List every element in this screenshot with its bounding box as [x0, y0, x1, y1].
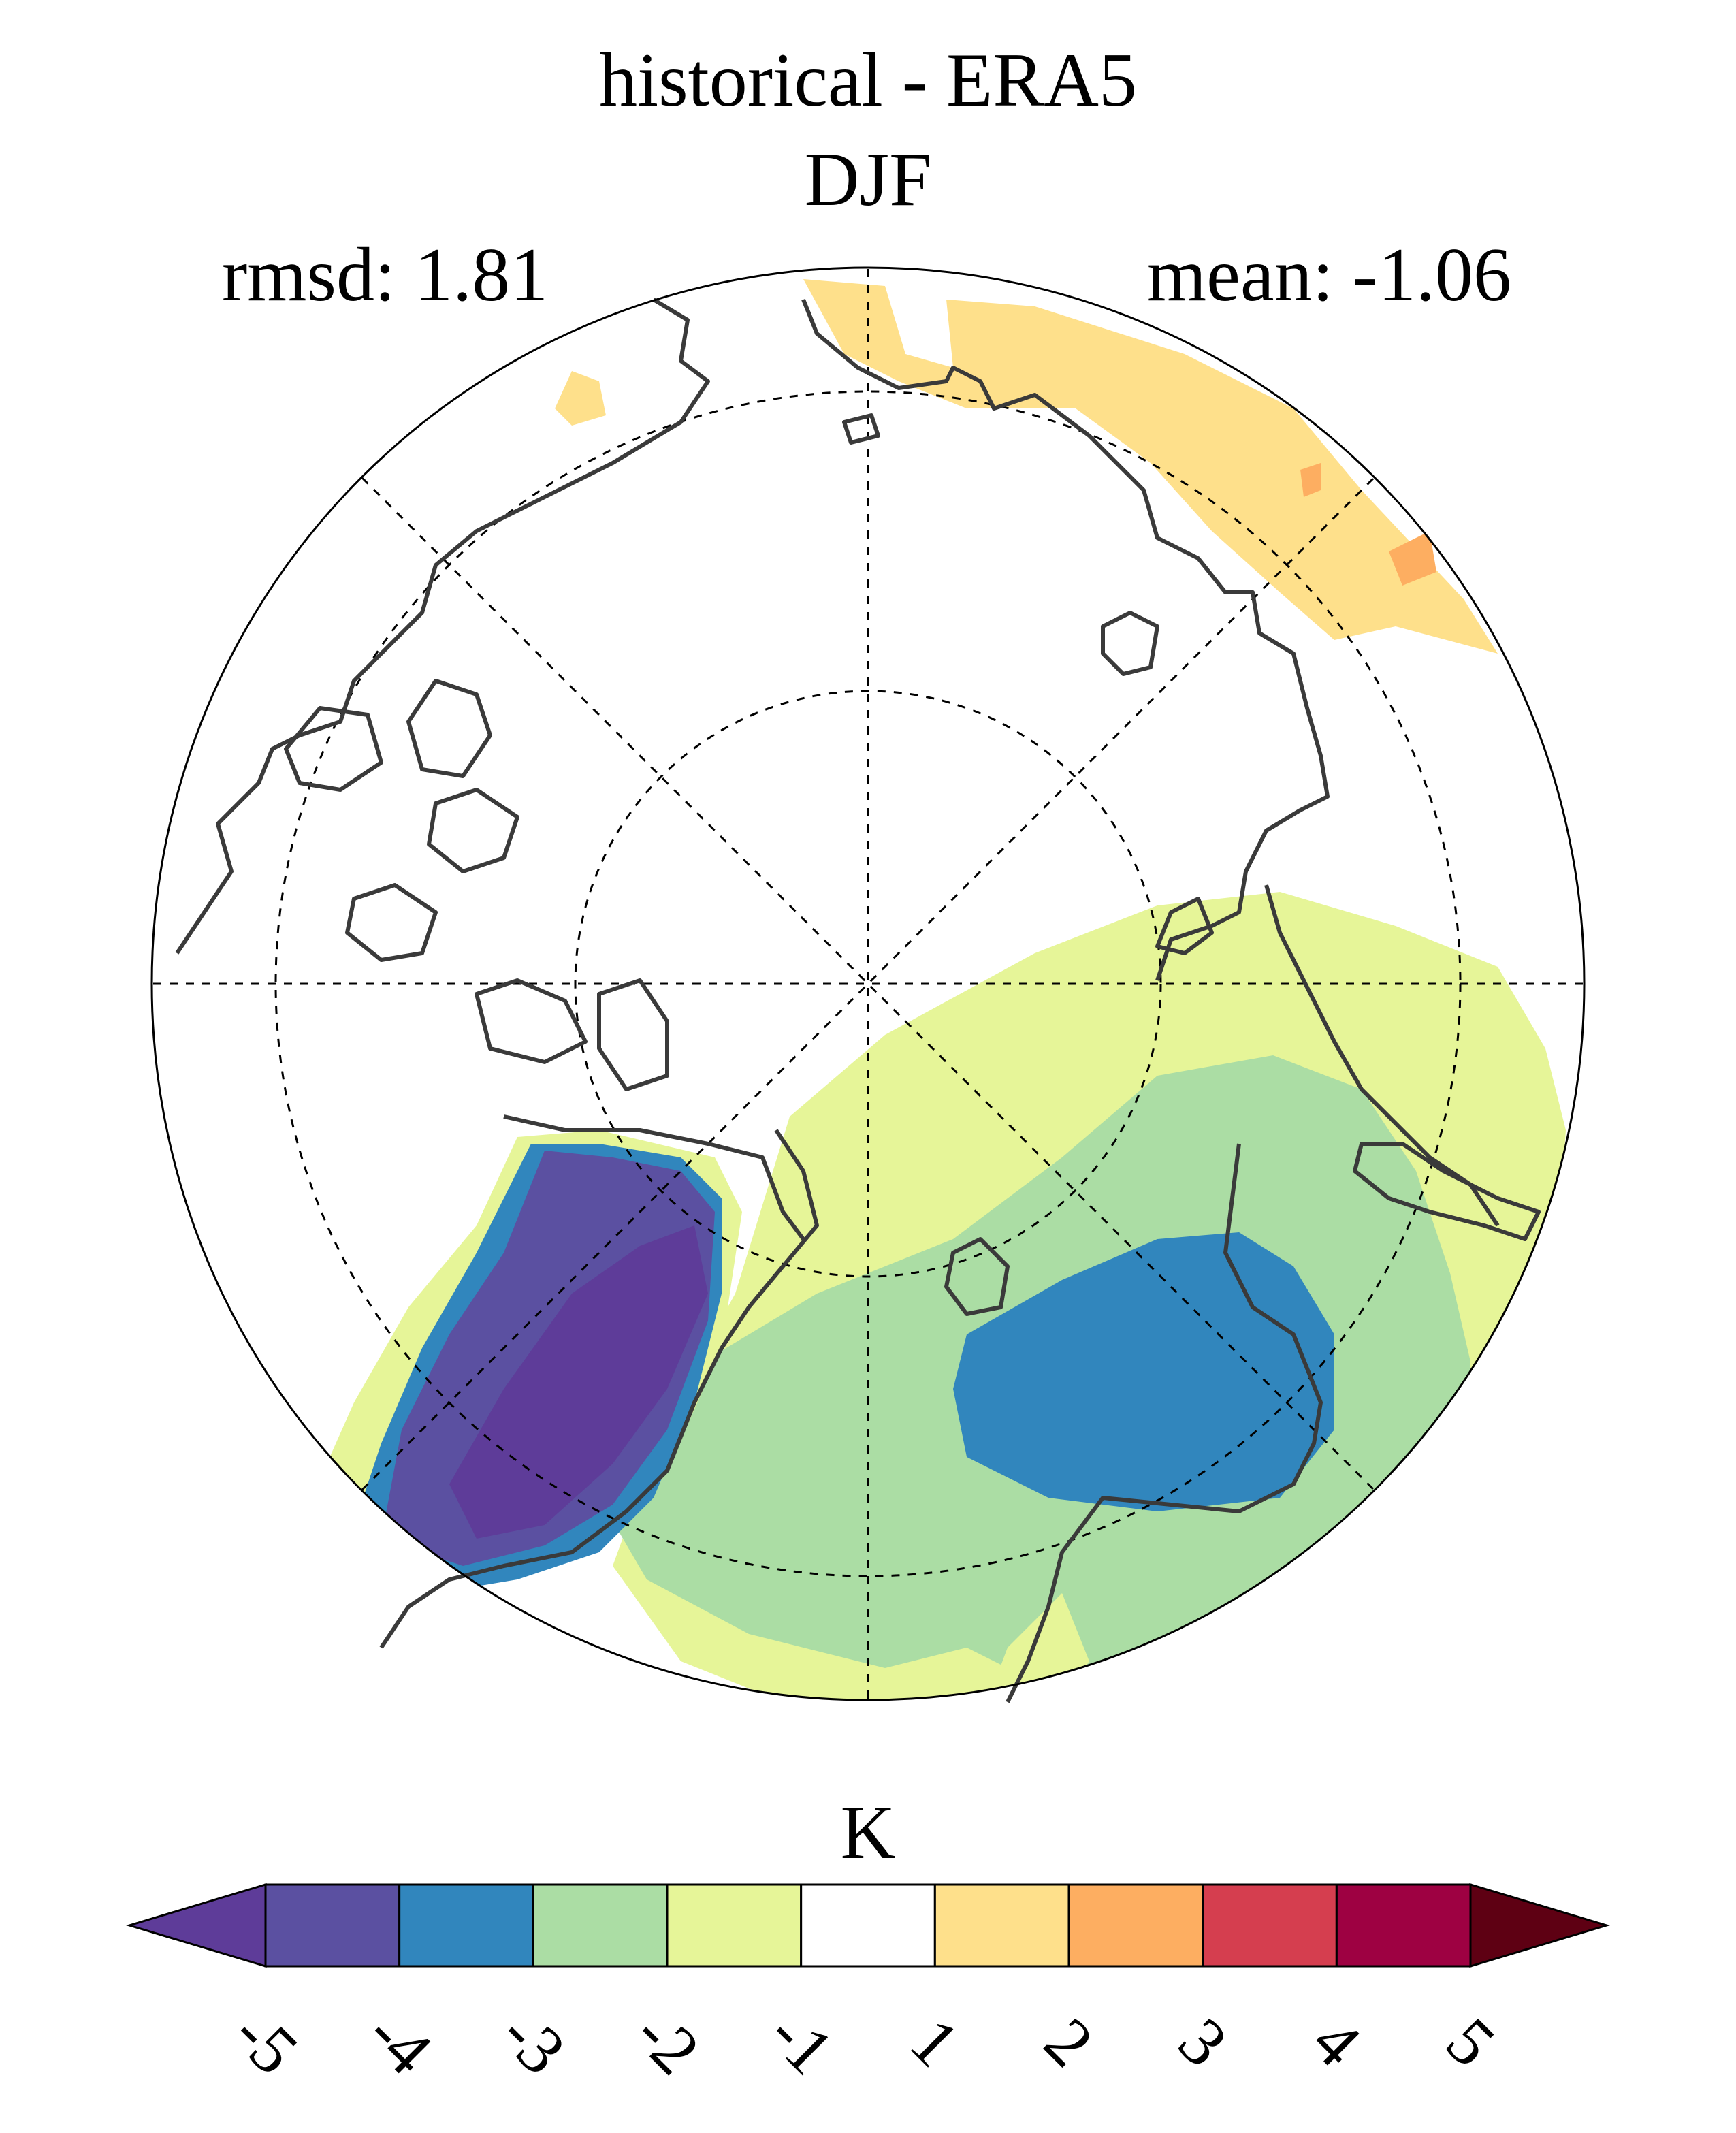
colorbar-tick-label: -2 [620, 1995, 715, 2089]
colorbar-tick-label: 1 [896, 2003, 974, 2081]
warm-anomaly-region [803, 279, 1498, 654]
colorbar-tick-label: -1 [754, 1995, 848, 2089]
colorbar-tick-label: 2 [1030, 2003, 1108, 2081]
colorbar-box [666, 1883, 803, 1968]
colorbar-box [933, 1883, 1070, 1968]
mean-label: mean: -1.06 [1147, 233, 1511, 317]
colorbar-box [398, 1883, 534, 1968]
warm-anomaly-core [1389, 531, 1436, 586]
colorbar-box [1067, 1883, 1204, 1968]
colorbar-box [532, 1883, 669, 1968]
map-boundary [150, 266, 1586, 1701]
polar-map [150, 266, 1586, 1703]
anomaly-fields [327, 279, 1566, 1700]
colorbar-box [1202, 1883, 1338, 1968]
colorbar-extend-max [1469, 1882, 1611, 1968]
colorbar-tick-label: -5 [219, 1995, 313, 2089]
season-label: DJF [804, 138, 932, 222]
colorbar-tick-label: -3 [486, 1995, 581, 2089]
coastlines [175, 298, 1541, 1703]
colorbar-box [264, 1883, 401, 1968]
colorbar-box [1335, 1883, 1472, 1968]
colorbar-tick-label: -4 [353, 1995, 447, 2089]
colorbar-extend-min [125, 1882, 267, 1968]
colorbar-tick-label: 3 [1164, 2003, 1242, 2081]
colorbar-box [800, 1883, 936, 1968]
colorbar-tick-label: 5 [1432, 2003, 1510, 2081]
rmsd-label: rmsd: 1.81 [222, 233, 549, 317]
cold-anomaly-east [953, 1232, 1334, 1511]
plot-title: historical - ERA5 [598, 38, 1138, 123]
colorbar-tick-label: 4 [1298, 2003, 1376, 2081]
gridlines [153, 269, 1583, 1699]
colorbar-unit: K [840, 1791, 896, 1875]
